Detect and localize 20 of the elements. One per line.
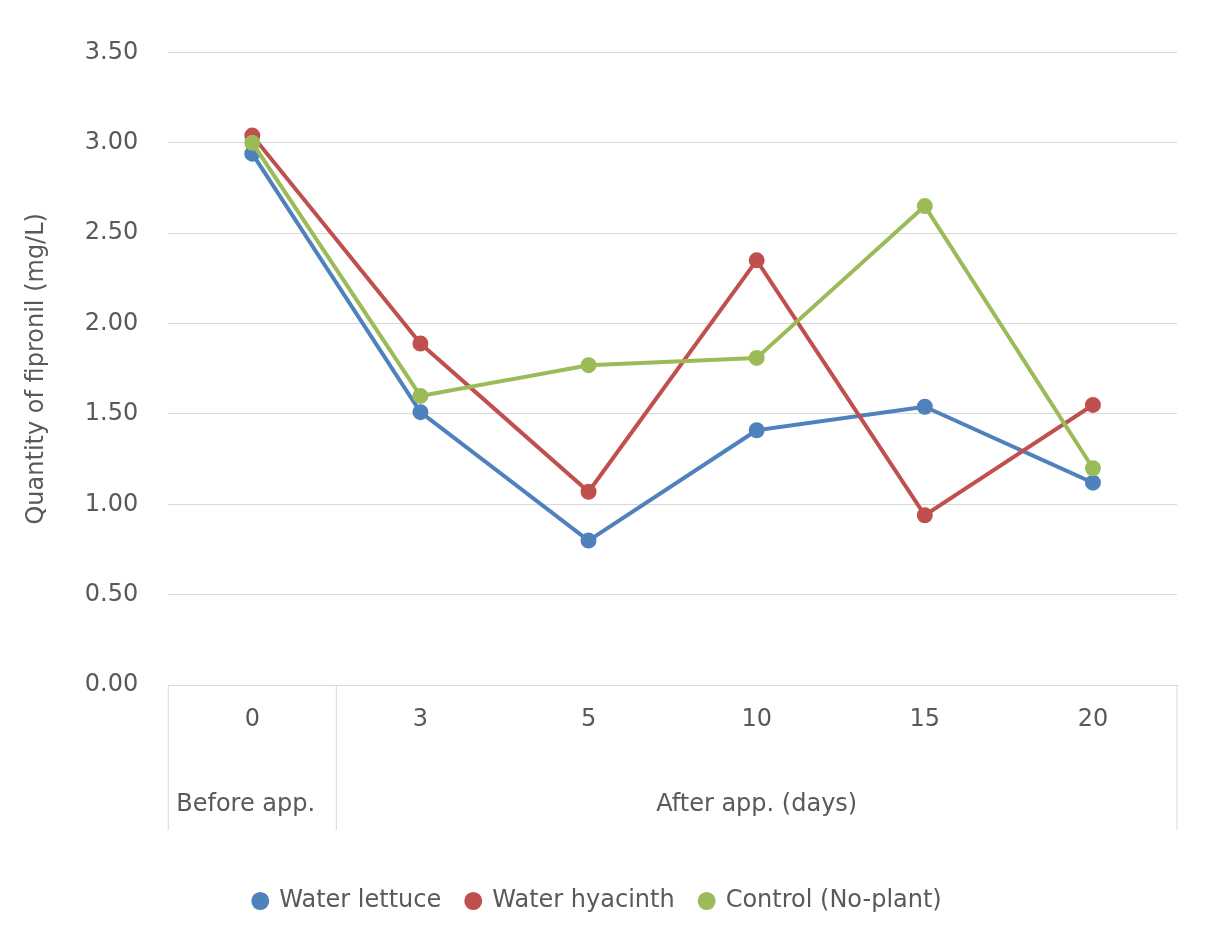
text: After app. (days) bbox=[656, 789, 858, 818]
text: Before app. bbox=[176, 789, 316, 818]
y-tick-label: 1.50 bbox=[84, 398, 139, 427]
x-tick-label: 3 bbox=[412, 703, 429, 732]
y-tick-label: 1.00 bbox=[84, 488, 139, 517]
x-tick-label: 0 bbox=[244, 703, 260, 732]
y-tick-label: 3.00 bbox=[84, 127, 139, 156]
legend-label: Control (No-plant) bbox=[725, 885, 942, 914]
y-tick-label: 0.50 bbox=[84, 579, 139, 608]
legend-label: Water lettuce bbox=[279, 885, 442, 914]
legend-label: Water hyacinth bbox=[492, 885, 675, 914]
y-tick-label: 2.50 bbox=[84, 217, 139, 246]
x-tick-label: 10 bbox=[741, 703, 772, 732]
x-tick-label: 15 bbox=[909, 703, 941, 732]
y-tick-label: 2.00 bbox=[84, 307, 139, 336]
y-axis-title: Quantity of fipronil (mg/L) bbox=[20, 213, 49, 525]
x-tick-label: 5 bbox=[580, 703, 597, 732]
y-tick-label: 3.50 bbox=[84, 36, 139, 65]
y-tick-label: 0.00 bbox=[84, 669, 139, 698]
x-tick-label: 20 bbox=[1077, 703, 1109, 732]
